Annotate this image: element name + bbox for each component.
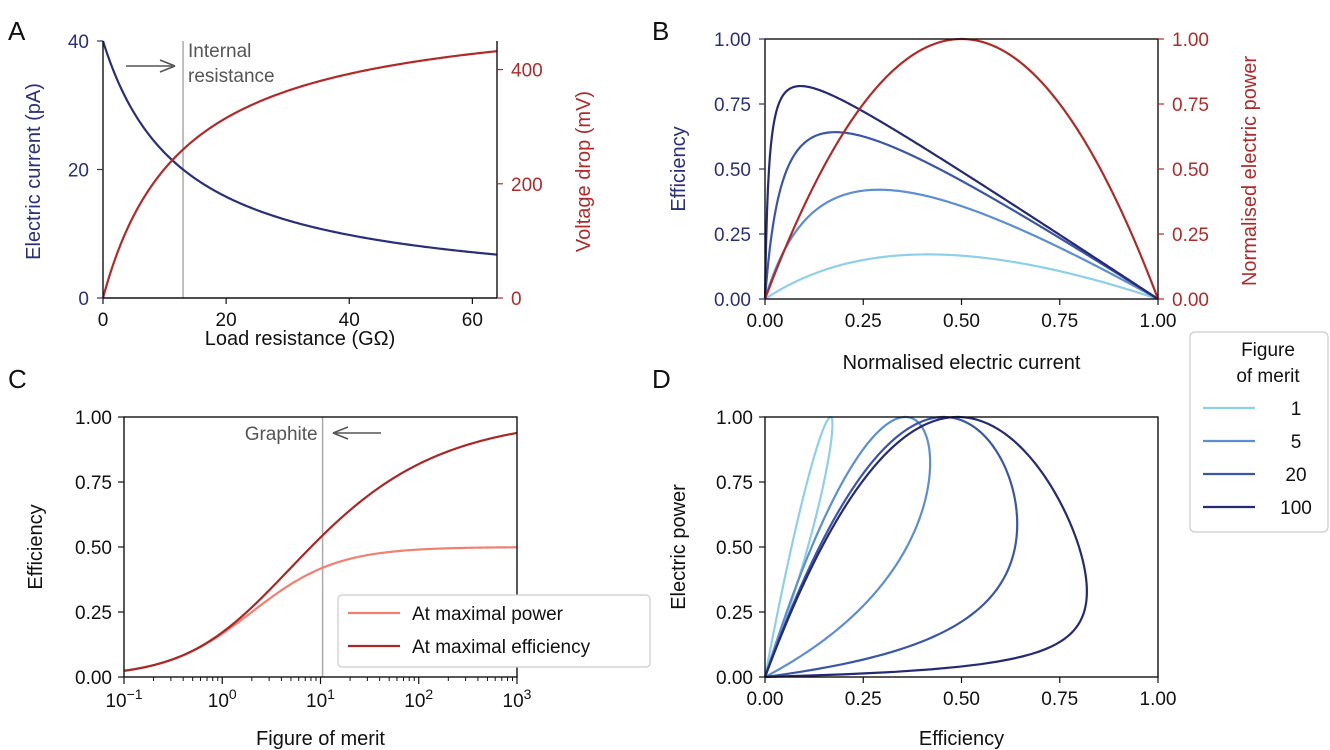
y-left-tick-label: 0.25 [714,225,751,246]
efficiency-curve-merit-5 [763,188,1159,300]
panel-letter-d: D [652,364,671,394]
x-axis-label: Normalised electric current [843,352,1081,374]
y-left-tick-label: 40 [68,32,89,53]
legend-title-line1: Figure [1241,340,1295,361]
x-tick-label: 103 [503,686,532,712]
legend-box [1189,331,1329,533]
x-tick-label: 100 [208,686,237,712]
panel-letter-b: B [652,16,669,46]
y-tick-label: 0.25 [75,603,112,624]
panel-d-chart: 0.000.00 0.25 0.25 0.50 0.50 0.75 0.75 1.00 1.00… [668,408,1176,750]
panel-c-legend: At maximal power At maximal efficiency [337,594,651,668]
x-tick-label: 0.50 [943,311,980,332]
y-right-axis-label: Voltage drop (mV) [573,91,595,252]
y-tick-label: 0.25 [716,603,753,624]
x-tick-label: 40 [339,310,360,331]
y-tick-label: 0.75 [75,473,112,494]
panel-c-chart: 10−1 100 101 102 103 0.00 0.25 0.50 0.75 1.00 Figu… [25,408,651,750]
legend-label: At maximal power [412,604,564,625]
y-tick-label: 1.00 [716,408,753,429]
x-tick-label: 10−1 [105,686,142,712]
legend-label-merit: 1 [1291,399,1302,420]
y-left-axis-label: Electric current (pA) [23,83,45,260]
legend-label-merit: 100 [1280,498,1312,519]
x-tick-label: 1.00 [1140,689,1177,710]
graphite-annotation: Graphite [245,424,318,445]
x-tick-label: 0.00 [747,689,784,710]
y-right-tick-label: 0.25 [1172,225,1209,246]
y-left-tick-label: 20 [68,161,89,182]
y-right-axis-label: Normalised electric power [1239,56,1261,286]
y-left-axis-label: Efficiency [668,126,690,211]
x-axis-label: Efficiency [919,728,1004,750]
y-right-tick-label: 0.75 [1172,95,1209,116]
y-tick-label: 0.50 [75,538,112,559]
y-left-tick-label: 1.00 [714,30,751,51]
y-right-tick-label: 200 [511,175,543,196]
internal-resistance-annotation-line2: resistance [188,66,275,87]
y-axis-label: Electric power [668,484,690,610]
at-max-efficiency-curve [123,431,518,672]
legend-title-line2: of merit [1236,366,1300,387]
x-tick-label: 0.50 [943,689,980,710]
x-tick-label: 1.00 [1140,311,1177,332]
x-tick-label: 0.75 [1041,311,1078,332]
voltage-curve [101,50,498,299]
current-curve [101,40,498,256]
y-right-tick-label: 0 [511,289,522,310]
y-right-tick-label: 1.00 [1172,30,1209,51]
y-tick-label: 1.00 [75,408,112,429]
x-tick-label: 102 [404,686,433,712]
y-right-tick-label: 0.00 [1172,290,1209,311]
y-right-tick-label: 400 [511,61,543,82]
x-tick-label: 101 [306,686,335,712]
y-right-tick-label: 0.50 [1172,160,1209,181]
y-axis-label: Efficiency [25,504,47,589]
legend-box [337,594,651,668]
x-tick-label: 0.25 [845,689,882,710]
power-efficiency-loop-merit-20 [763,415,1019,679]
y-tick-label: 0.75 [716,473,753,494]
panel-letter-c: C [8,364,27,394]
x-tick-label: 0 [98,310,109,331]
legend-label-merit: 5 [1291,432,1302,453]
x-axis-label: Figure of merit [256,728,385,750]
power-efficiency-loop-merit-5 [763,415,932,678]
plot-frame [764,416,1159,678]
y-tick-label: 0.00 [75,668,112,689]
efficiency-curve-merit-20 [763,131,1159,300]
annotation-arrow-head [159,59,176,73]
x-tick-label: 20 [216,310,237,331]
panel-b-chart: 0.000.00 0.000.250.25 0.250.500.50 0.500.75… [668,30,1261,374]
internal-resistance-annotation-line1: Internal [188,41,251,62]
efficiency-curve-merit-100 [763,84,1159,300]
x-tick-label: 0.25 [845,311,882,332]
y-left-tick-label: 0.50 [714,160,751,181]
legend-label: At maximal efficiency [412,637,591,658]
y-tick-label: 0.00 [716,668,753,689]
x-tick-label: 0.00 [747,311,784,332]
efficiency-curve-merit-1 [764,253,1159,301]
y-left-tick-label: 0.00 [714,290,751,311]
x-axis-label: Load resistance (GΩ) [205,328,396,350]
graphite-arrow-head [332,426,349,440]
merit-legend: Figure of merit 1 5 20 100 [1189,331,1329,533]
x-tick-label: 0.75 [1041,689,1078,710]
y-left-tick-label: 0.75 [714,95,751,116]
panel-letter-a: A [8,16,26,46]
y-left-tick-label: 0 [78,289,89,310]
x-tick-label: 60 [462,310,483,331]
y-tick-label: 0.50 [716,538,753,559]
legend-label-merit: 20 [1285,465,1306,486]
